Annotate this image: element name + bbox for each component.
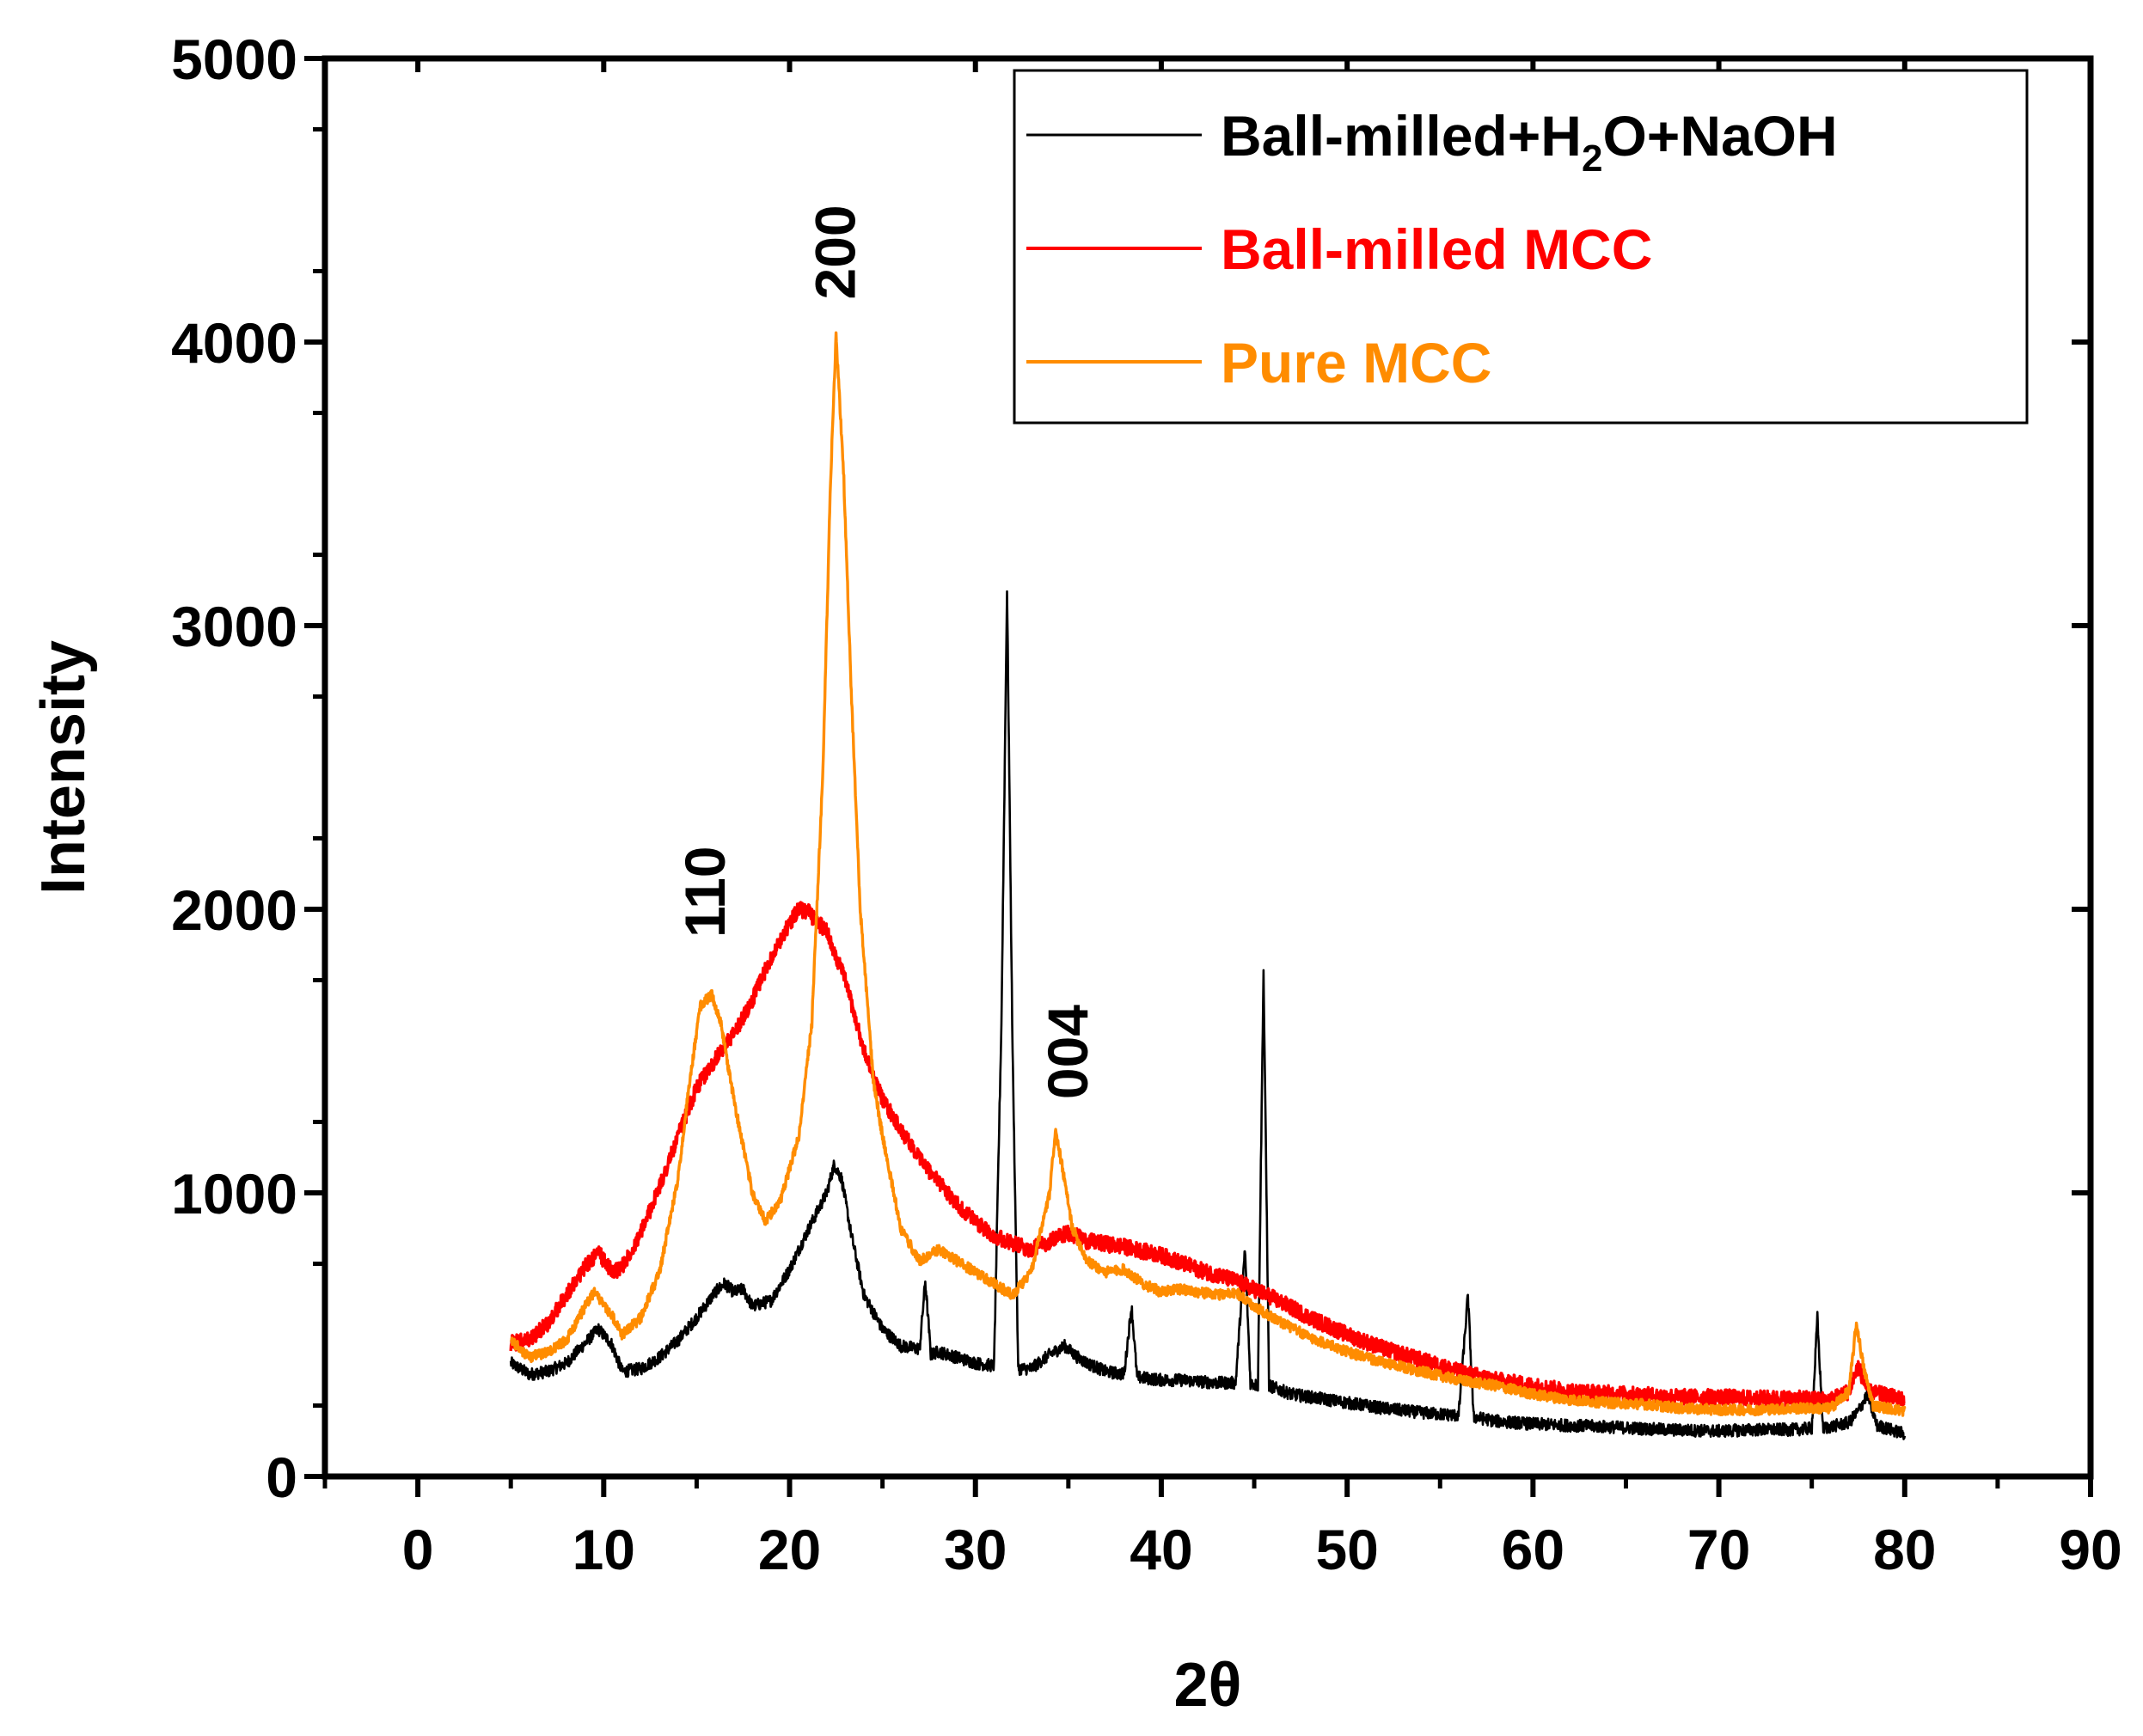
series-layer bbox=[509, 331, 1907, 1440]
x-tick-label: 20 bbox=[758, 1518, 821, 1581]
x-tick-label: 60 bbox=[1502, 1518, 1564, 1581]
legend-label: Ball-milled+H2O+NaOH bbox=[1221, 104, 1838, 180]
y-axis-title: Intensity bbox=[29, 640, 98, 895]
y-tick-label: 4000 bbox=[171, 311, 297, 375]
x-tick-label: 10 bbox=[572, 1518, 635, 1581]
legend: Ball-milled+H2O+NaOH Ball-milled MCC Pure … bbox=[1013, 69, 2029, 425]
x-tick-label: 0 bbox=[402, 1518, 434, 1581]
series-line-2 bbox=[509, 901, 1907, 1409]
x-tick-label: 90 bbox=[2059, 1518, 2122, 1581]
x-tick-label: 70 bbox=[1687, 1518, 1750, 1581]
peak-label-004: 004 bbox=[1036, 1005, 1099, 1099]
legend-label: Ball-milled MCC bbox=[1221, 217, 1652, 281]
x-tick-label: 50 bbox=[1315, 1518, 1378, 1581]
x-axis-title: 2θ bbox=[1174, 1651, 1242, 1720]
series-line-1 bbox=[509, 590, 1907, 1440]
y-tick-label: 3000 bbox=[171, 595, 297, 658]
x-tick-label: 40 bbox=[1130, 1518, 1192, 1581]
x-tick-label: 80 bbox=[1873, 1518, 1936, 1581]
plot-frame bbox=[321, 55, 2094, 1480]
series-line-3 bbox=[509, 331, 1907, 1417]
y-tick-label: 2000 bbox=[171, 878, 297, 942]
x-tick-label: 30 bbox=[944, 1518, 1007, 1581]
peak-label-200: 200 bbox=[804, 205, 867, 299]
y-tick-label: 1000 bbox=[171, 1162, 297, 1226]
ticks-layer: 0 10 20 30 40 50 60 70 80 90 0 1000 2000 3000 4000 5000 bbox=[171, 28, 2122, 1581]
peak-label-110: 110 bbox=[673, 847, 737, 938]
y-tick-label: 0 bbox=[266, 1446, 297, 1509]
annotation-layer: 110 200 004 bbox=[673, 205, 1099, 1099]
y-tick-label: 5000 bbox=[171, 28, 297, 91]
legend-label: Pure MCC bbox=[1221, 331, 1491, 394]
